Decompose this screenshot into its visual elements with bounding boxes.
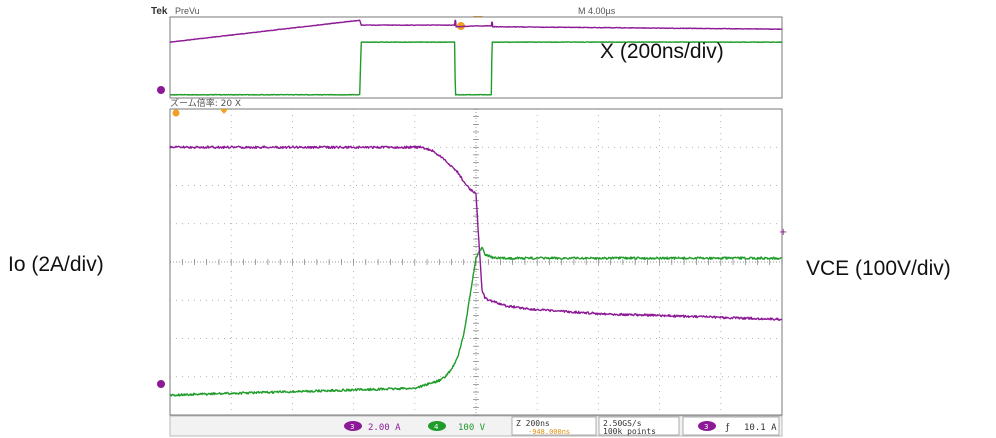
mode-label: PreVu <box>175 6 200 16</box>
brand-label: Tek <box>151 6 168 17</box>
x-scale-annotation: X (200ns/div) <box>600 40 724 63</box>
zoom-trigger-marker <box>220 109 228 114</box>
svg-text:100 V: 100 V <box>458 423 486 433</box>
svg-text:2.00 A: 2.00 A <box>368 423 401 433</box>
ch4-ground-marker <box>157 380 165 388</box>
overview-ch3-marker <box>157 86 165 94</box>
svg-text:3: 3 <box>704 423 708 431</box>
svg-text:Z 200ns: Z 200ns <box>516 419 550 428</box>
ch3-scale-readout: 3 2.00 A <box>344 421 401 433</box>
vce-scale-annotation: VCE (100V/div) <box>806 257 951 280</box>
io-scale-annotation: Io (2A/div) <box>8 253 104 276</box>
zoom-ch3-marker <box>172 109 180 117</box>
timebase-readout: Z 200ns -948.000ns <box>511 416 597 436</box>
svg-text:2.50GS/s: 2.50GS/s <box>603 419 642 428</box>
svg-text:4: 4 <box>434 423 439 431</box>
overview-ch4-trace <box>169 41 783 96</box>
zoom-label: ズーム倍率: 20 X <box>170 97 241 109</box>
svg-text:+: + <box>779 227 787 238</box>
svg-text:10.1 A: 10.1 A <box>744 423 777 433</box>
zoom-io-trace <box>169 145 783 321</box>
svg-text:ƒ: ƒ <box>725 423 730 433</box>
overview-ch3-trace <box>169 19 783 43</box>
svg-text:-948.000ns: -948.000ns <box>528 428 570 436</box>
svg-text:100k points: 100k points <box>603 427 656 436</box>
ch4-scale-readout: 4 100 V <box>428 421 486 433</box>
svg-text:3: 3 <box>350 423 354 431</box>
timebase-label: M 4.00µs <box>578 6 616 16</box>
trigger-readout: 3 ƒ 10.1 A <box>682 416 780 436</box>
zoom-vce-trace <box>169 246 782 397</box>
sample-rate-readout: 2.50GS/s 100k points <box>598 416 680 436</box>
trigger-level-marker: + <box>779 227 787 238</box>
status-bar: 3 2.00 A 4 100 V Z 200ns -948.000ns 2.50… <box>169 415 783 437</box>
